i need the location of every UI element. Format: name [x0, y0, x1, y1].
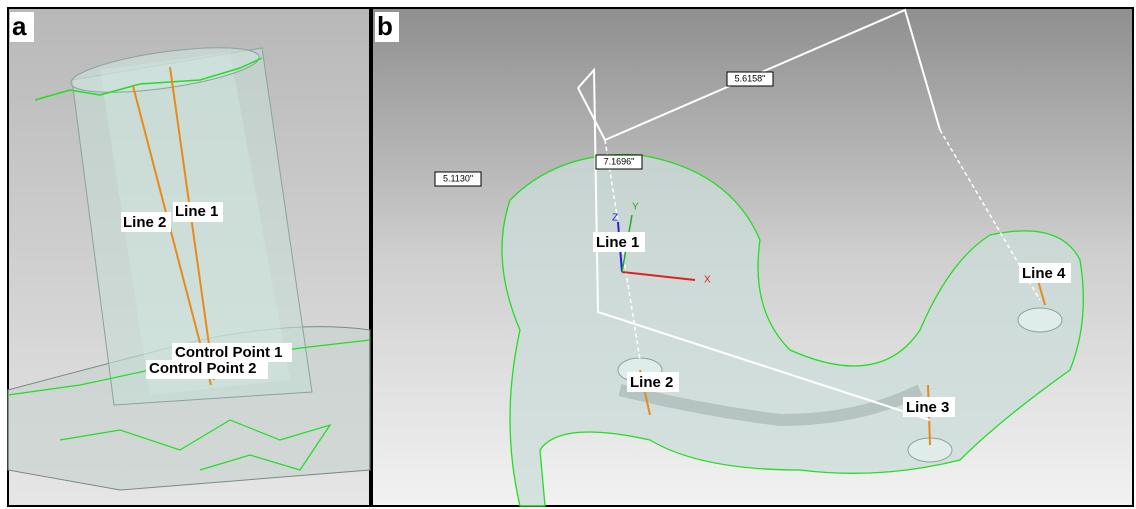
annotation: Control Point 1 — [175, 344, 283, 361]
measurement: 5.1130" — [443, 173, 473, 183]
page: a Line 2 Line 1 Control Point 1 Control … — [0, 0, 1136, 509]
implant — [1018, 308, 1062, 332]
annotation: Line 1 — [175, 203, 218, 220]
axis-label: Z — [612, 213, 618, 224]
annotation: Control Point 2 — [149, 360, 257, 377]
panel-label: b — [377, 11, 393, 41]
annotation: Line 3 — [906, 399, 949, 416]
annotation: Line 1 — [596, 234, 639, 251]
figure: a Line 2 Line 1 Control Point 1 Control … — [0, 0, 1136, 509]
annotation: Line 2 — [123, 214, 166, 231]
panel-label: a — [12, 11, 27, 41]
measurement: 7.1696" — [604, 156, 635, 166]
axis-label: Y — [632, 202, 639, 213]
axis-label: X — [704, 275, 711, 286]
annotation: Line 4 — [1022, 265, 1066, 282]
measurement: 5.6158" — [735, 73, 766, 83]
annotation: Line 2 — [630, 374, 673, 391]
